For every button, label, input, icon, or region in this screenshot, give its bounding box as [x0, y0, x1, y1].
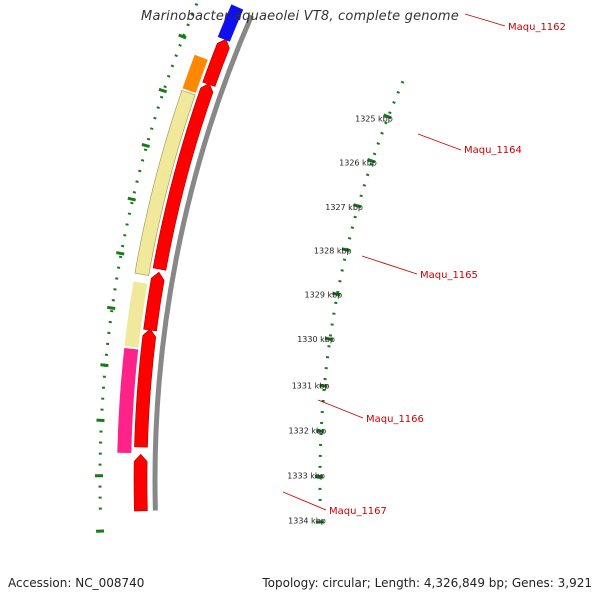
inner-scale-tick — [141, 142, 150, 149]
blue-feature — [217, 4, 244, 42]
gene-label: Maqu_1166 — [366, 414, 424, 425]
scale-tick — [341, 247, 351, 253]
feature-track — [117, 4, 244, 512]
cds-arrow — [133, 453, 148, 512]
callout-line — [464, 13, 506, 27]
inner-scale-tick — [178, 33, 187, 40]
tick-label: 1327 kbp — [325, 203, 363, 212]
genome-backbone — [152, 14, 254, 511]
inner-scale-tick — [116, 251, 125, 256]
gene-label: Maqu_1164 — [464, 145, 522, 156]
scale-tick — [324, 336, 334, 342]
tick-label: 1331 kbp — [292, 382, 330, 391]
gene-label: Maqu_1167 — [329, 506, 387, 517]
yellow-feature-1165 — [134, 89, 196, 276]
orange-feature — [182, 54, 208, 93]
backbone-arc — [152, 14, 254, 511]
scale-tick-labels: 1325 kbp 1326 kbp 1327 kbp 1328 kbp 1329 kbp… — [287, 114, 393, 525]
scale-tick-marks — [95, 33, 392, 533]
tick-label: 1333 kbp — [287, 472, 325, 481]
genome-summary-label: Topology: circular; Length: 4,326,849 bp… — [262, 576, 592, 590]
tick-label: 1326 kbp — [339, 158, 377, 167]
cds-arrow — [152, 82, 214, 271]
cds-arrow — [202, 38, 230, 87]
inner-scale-tick — [127, 196, 136, 202]
outer-scale-ring — [318, 80, 405, 507]
pink-feature — [117, 347, 139, 454]
gene-label-callouts: Maqu_1162 Maqu_1164 Maqu_1165 Maqu_1166 Maqu… — [282, 13, 566, 517]
scale-tick — [319, 383, 328, 388]
gene-label: Maqu_1165 — [420, 270, 478, 281]
tick-label: 1330 kbp — [297, 335, 335, 344]
tick-label: 1334 kbp — [288, 517, 326, 526]
callout-line — [417, 133, 462, 151]
scale-tick — [353, 203, 362, 209]
inner-scale-tick — [107, 305, 116, 311]
cds-arrow — [134, 328, 157, 448]
gene-label: Maqu_1162 — [508, 22, 566, 33]
callout-line — [361, 255, 418, 275]
scale-tick — [367, 158, 376, 164]
accession-label: Accession: NC_008740 — [8, 576, 145, 590]
yellow-feature-1166 — [124, 281, 148, 348]
inner-scale-tick — [158, 87, 168, 94]
tick-label: 1332 kbp — [288, 426, 326, 435]
dotted-scale-rings — [98, 0, 405, 512]
callout-line — [282, 491, 327, 511]
inner-scale-tick — [100, 363, 109, 367]
tick-label: 1325 kbp — [355, 114, 393, 123]
scale-tick — [383, 113, 392, 120]
inner-scale-ring — [98, 0, 201, 512]
map-title: Marinobacter aquaeolei VT8, complete gen… — [141, 9, 459, 24]
tick-label: 1328 kbp — [314, 247, 352, 256]
cds-arrow — [143, 271, 165, 332]
tick-label: 1329 kbp — [305, 291, 343, 300]
scale-tick — [332, 291, 341, 297]
callout-line — [317, 399, 364, 419]
